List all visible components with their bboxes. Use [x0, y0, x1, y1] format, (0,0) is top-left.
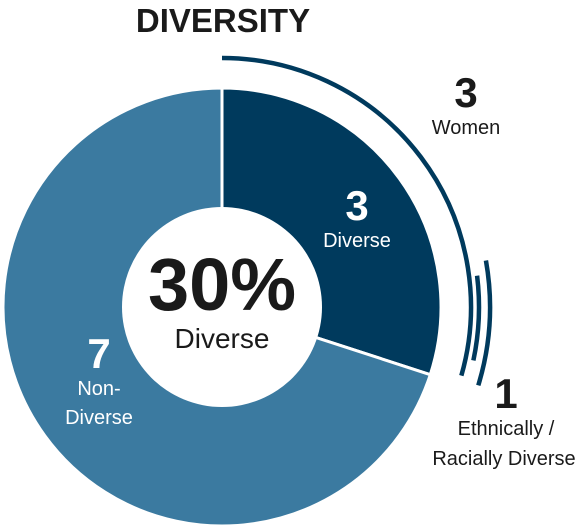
arc-ethnic-racial [476, 260, 493, 387]
women-label: Women [432, 117, 501, 139]
ethnic-label-line2: Racially Diverse [432, 448, 575, 470]
slice-diverse-label: Diverse [323, 230, 391, 252]
slice-non-diverse-value: 7 [87, 330, 110, 377]
slice-non-diverse-label-line1: Non- [77, 378, 120, 400]
women-value: 3 [454, 69, 477, 116]
ethnic-value: 1 [494, 370, 517, 417]
slice-non-diverse-label-line2: Diverse [65, 407, 133, 429]
ethnic-label-line1: Ethnically / [458, 418, 555, 440]
arc-ethnic-racial-inner [471, 275, 482, 361]
center-percent: 30% [148, 243, 296, 326]
slice-diverse-value: 3 [345, 182, 368, 229]
chart-title: DIVERSITY [136, 2, 310, 39]
arc-women [221, 55, 474, 377]
center-label: Diverse [175, 323, 270, 354]
donut-center-hole [122, 207, 322, 407]
